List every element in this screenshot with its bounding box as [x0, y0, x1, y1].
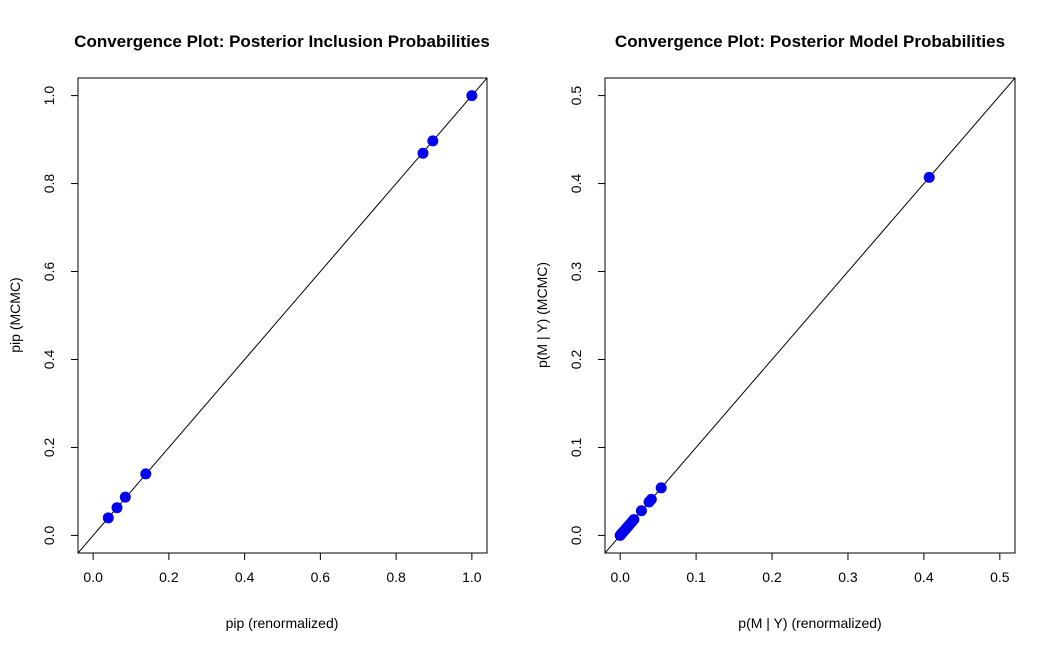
y-tick-label: 1.0	[41, 86, 57, 106]
x-tick-label: 0.0	[610, 569, 630, 585]
data-point	[111, 502, 123, 514]
y-tick-label: 0.1	[568, 438, 584, 458]
data-point	[119, 491, 131, 503]
data-point	[923, 171, 935, 183]
chart-title: Convergence Plot: Posterior Model Probab…	[615, 32, 1005, 51]
y-tick-label: 0.4	[41, 350, 57, 370]
data-point	[614, 529, 626, 541]
x-axis-label: pip (renormalized)	[226, 615, 339, 631]
y-tick-label: 0.5	[568, 86, 584, 106]
x-tick-label: 0.8	[386, 569, 406, 585]
x-tick-label: 0.2	[159, 569, 179, 585]
data-point	[102, 512, 114, 524]
data-point	[635, 505, 647, 517]
x-axis-label: p(M | Y) (renormalized)	[738, 615, 881, 631]
chart-title: Convergence Plot: Posterior Inclusion Pr…	[74, 32, 490, 51]
y-tick-label: 0.0	[41, 525, 57, 545]
y-tick-label: 0.3	[568, 262, 584, 282]
x-tick-label: 1.0	[462, 569, 482, 585]
y-tick-label: 0.4	[568, 174, 584, 194]
pip-convergence-panel: Convergence Plot: Posterior Inclusion Pr…	[7, 32, 490, 631]
y-tick-label: 0.2	[568, 350, 584, 370]
data-point	[655, 482, 667, 494]
data-point	[643, 496, 655, 508]
y-axis-label: pip (MCMC)	[7, 277, 23, 352]
x-tick-label: 0.2	[762, 569, 782, 585]
y-tick-label: 0.0	[568, 525, 584, 545]
data-point	[466, 90, 478, 102]
x-tick-label: 0.5	[990, 569, 1010, 585]
x-tick-label: 0.1	[686, 569, 706, 585]
model-prob-convergence-panel: Convergence Plot: Posterior Model Probab…	[534, 32, 1016, 631]
y-tick-label: 0.6	[41, 262, 57, 282]
reference-line-y-equals-x	[605, 78, 1015, 553]
y-tick-label: 0.2	[41, 438, 57, 458]
data-point	[140, 468, 152, 480]
x-tick-label: 0.0	[83, 569, 103, 585]
y-tick-label: 0.8	[41, 174, 57, 194]
data-point	[427, 135, 439, 147]
x-tick-label: 0.4	[235, 569, 255, 585]
x-tick-label: 0.6	[311, 569, 331, 585]
data-point	[417, 147, 429, 159]
x-tick-label: 0.3	[838, 569, 858, 585]
x-tick-label: 0.4	[914, 569, 934, 585]
y-axis-label: p(M | Y) (MCMC)	[534, 262, 550, 368]
